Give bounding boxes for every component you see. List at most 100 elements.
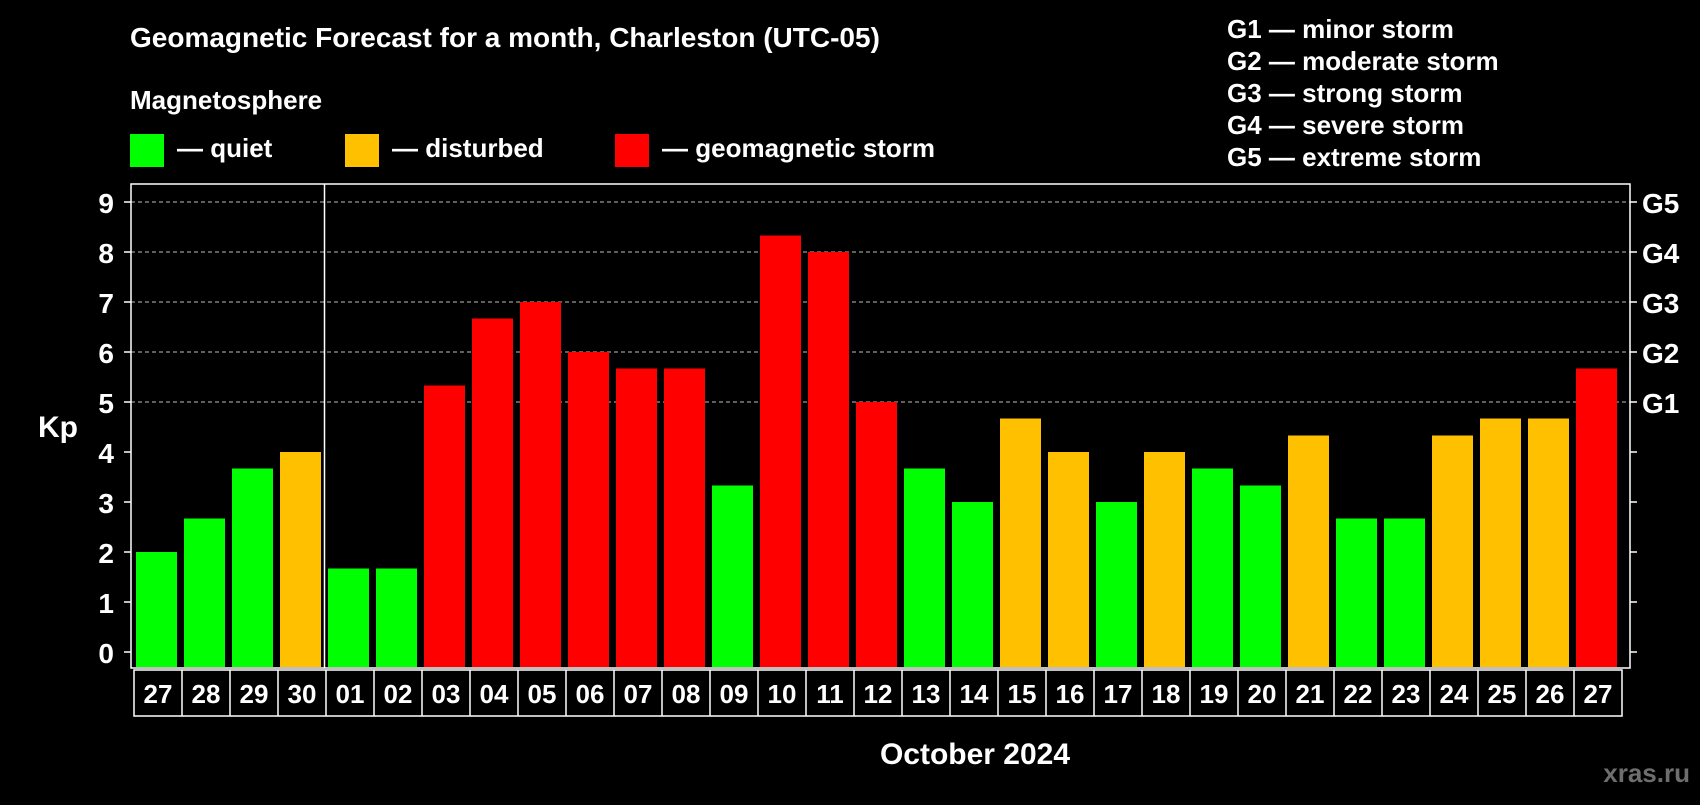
x-tick-label: 14 [960, 679, 989, 709]
x-tick-label: 20 [1248, 679, 1277, 709]
x-tick-label: 01 [336, 679, 365, 709]
bar-26 [1384, 518, 1425, 667]
bar-6 [424, 385, 465, 667]
legend-label-quiet: — quiet [177, 133, 273, 163]
chart-title: Geomagnetic Forecast for a month, Charle… [130, 22, 880, 53]
x-tick-label: 09 [720, 679, 749, 709]
g-scale-label-g1: G1 [1642, 388, 1679, 419]
x-tick-label: 18 [1152, 679, 1181, 709]
y-tick-label: 5 [98, 388, 114, 419]
x-tick-label: 15 [1008, 679, 1037, 709]
bar-4 [328, 568, 369, 667]
bar-2 [232, 468, 273, 667]
y-tick-label: 7 [98, 288, 114, 319]
g-scale-label-g3: G3 [1642, 288, 1679, 319]
bar-30 [1576, 368, 1617, 667]
x-tick-label: 12 [864, 679, 893, 709]
bar-3 [280, 452, 321, 667]
bar-29 [1528, 418, 1569, 667]
g-scale-ticks: G1 G2 G3 G4 G5 [1642, 188, 1680, 419]
legend-heading: Magnetosphere [130, 85, 322, 115]
watermark: xras.ru [1603, 758, 1690, 788]
bar-10 [616, 368, 657, 667]
y-tick-label: 3 [98, 488, 114, 519]
bar-16 [904, 468, 945, 667]
x-tick-label: 27 [1584, 679, 1613, 709]
x-tick-label: 24 [1440, 679, 1469, 709]
bar-21 [1144, 452, 1185, 667]
x-tick-label: 21 [1296, 679, 1325, 709]
legend: — quiet — disturbed — geomagnetic storm [130, 133, 935, 167]
bar-11 [664, 368, 705, 667]
bar-23 [1240, 485, 1281, 667]
x-tick-label: 25 [1488, 679, 1517, 709]
legend-swatch-quiet [130, 134, 164, 167]
bar-25 [1336, 518, 1377, 667]
bar-8 [520, 302, 561, 667]
x-tick-label: 07 [624, 679, 653, 709]
bar-27 [1432, 435, 1473, 667]
g-scale-label-g4: G4 [1642, 238, 1680, 269]
g-scale-label-g2: G2 [1642, 338, 1679, 369]
bar-12 [712, 485, 753, 667]
axes [130, 183, 1631, 669]
x-tick-label: 06 [576, 679, 605, 709]
storm-scale-item: G1 — minor storm [1227, 14, 1454, 44]
bar-14 [808, 252, 849, 667]
x-tick-label: 08 [672, 679, 701, 709]
y-tick-label: 1 [98, 588, 114, 619]
x-tick-label: 26 [1536, 679, 1565, 709]
bar-15 [856, 402, 897, 667]
legend-label-storm: — geomagnetic storm [662, 133, 935, 163]
x-tick-label: 05 [528, 679, 557, 709]
y-axis-label: Kp [38, 411, 78, 444]
x-tick-label: 04 [480, 679, 509, 709]
y-tick-label: 4 [98, 438, 114, 469]
x-tick-label: 22 [1344, 679, 1373, 709]
x-tick-label: 19 [1200, 679, 1229, 709]
bar-22 [1192, 468, 1233, 667]
legend-label-disturbed: — disturbed [392, 133, 544, 163]
legend-swatch-disturbed [345, 134, 379, 167]
storm-scale-item: G5 — extreme storm [1227, 142, 1481, 172]
x-axis-categories: 27 28 29 30 01 02 03 04 05 06 07 08 09 10 11 12 13 14 15 16… [133, 669, 1623, 717]
bar-17 [952, 502, 993, 667]
legend-swatch-storm [615, 134, 649, 167]
x-axis-label: October 2024 [880, 738, 1070, 771]
x-tick-label: 10 [768, 679, 797, 709]
bar-24 [1288, 435, 1329, 667]
storm-scale-item: G2 — moderate storm [1227, 46, 1499, 76]
y-tick-label: 0 [98, 638, 114, 669]
x-tick-label: 30 [288, 679, 317, 709]
bar-5 [376, 568, 417, 667]
bar-1 [184, 518, 225, 667]
storm-scale-item: G3 — strong storm [1227, 78, 1462, 108]
bar-13 [760, 235, 801, 667]
storm-scale-item: G4 — severe storm [1227, 110, 1464, 140]
y-tick-label: 6 [98, 338, 114, 369]
x-tick-label: 02 [384, 679, 413, 709]
x-tick-label: 16 [1056, 679, 1085, 709]
x-tick-label: 27 [144, 679, 173, 709]
y-tick-label: 9 [98, 188, 114, 219]
bar-0 [136, 552, 177, 667]
bar-28 [1480, 418, 1521, 667]
bar-18 [1000, 418, 1041, 667]
x-tick-label: 23 [1392, 679, 1421, 709]
g-scale-label-g5: G5 [1642, 188, 1679, 219]
y-tick-label: 8 [98, 238, 114, 269]
x-tick-label: 17 [1104, 679, 1133, 709]
x-tick-label: 28 [192, 679, 221, 709]
y-axis-ticks: 0 1 2 3 4 5 6 7 8 9 [98, 188, 1637, 669]
bar-20 [1096, 502, 1137, 667]
x-category-frame [133, 669, 1623, 717]
bar-9 [568, 352, 609, 667]
bar-19 [1048, 452, 1089, 667]
x-tick-label: 03 [432, 679, 461, 709]
y-tick-label: 2 [98, 538, 114, 569]
bar-7 [472, 318, 513, 667]
plot-frame [130, 183, 1631, 669]
